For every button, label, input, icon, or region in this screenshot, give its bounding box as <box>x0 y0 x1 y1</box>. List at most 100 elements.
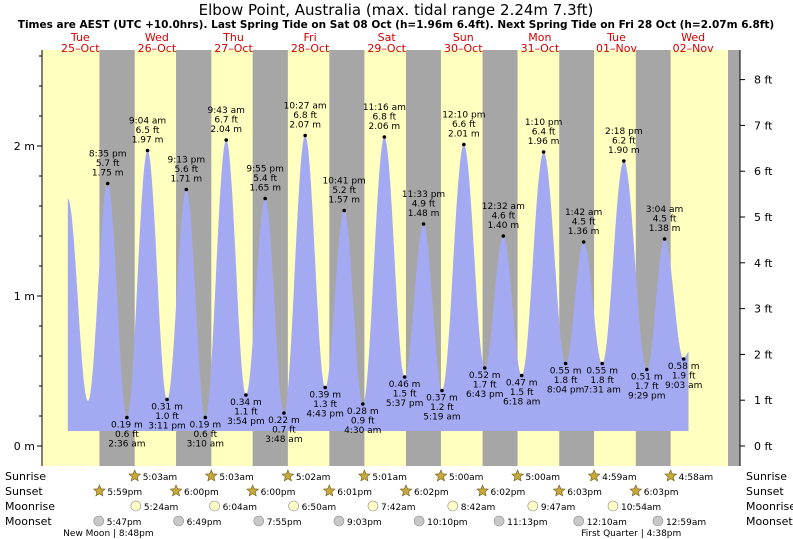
night-band-end <box>728 50 740 466</box>
moonset-icon <box>652 515 664 527</box>
tide-point <box>105 181 110 186</box>
sunrise-icon <box>204 469 218 482</box>
tide-label-text: 6.8 ft <box>293 111 317 121</box>
tide-point <box>541 150 546 154</box>
tide-label-text: 1:10 pm <box>525 118 563 128</box>
tide-label-text: 5.7 ft <box>96 159 120 169</box>
day-label-dow: Tue <box>606 31 626 44</box>
tide-label-text: 0.9 ft <box>351 417 375 427</box>
chart-title: Elbow Point, Australia (max. tidal range… <box>199 1 594 19</box>
tide-label-text: 5:37 pm <box>386 399 424 409</box>
sunset-time: 6:03pm <box>644 488 679 498</box>
sunset-time: 6:02pm <box>414 488 449 498</box>
sunrise-time: 5:02am <box>296 473 331 483</box>
tide-point <box>145 148 150 153</box>
tide-point <box>440 388 444 393</box>
tide-label-text: 1.8 ft <box>590 376 614 386</box>
tide-point <box>581 240 586 244</box>
y-tick-label-m: 2 m <box>14 140 35 153</box>
tide-label-text: 12:10 pm <box>442 111 485 121</box>
tide-label-text: 0.47 m <box>506 379 538 389</box>
sunset-icon <box>399 484 413 497</box>
day-labels: Tue25–OctWed26–OctThu27–OctFri28–OctSat2… <box>61 31 714 55</box>
day-label-date: 01–Nov <box>596 42 637 55</box>
day-label-dow: Fri <box>304 31 317 44</box>
moonrise-icon <box>130 500 142 512</box>
y-tick-label-ft: 6 ft <box>754 165 773 178</box>
tide-point <box>421 222 426 226</box>
moonset-icon <box>253 515 265 527</box>
tide-point <box>323 385 327 390</box>
tide-label-text: 1.96 m <box>528 137 560 147</box>
tide-label-text: 3:48 am <box>265 435 302 445</box>
row-label-moonset-left: Moonset <box>5 515 52 528</box>
tide-label-text: 4.6 ft <box>491 212 515 222</box>
tide-label-text: 1.5 ft <box>510 388 534 398</box>
tide-label-text: 6:43 pm <box>466 390 504 400</box>
moonset-icon <box>93 515 105 527</box>
tide-point <box>662 237 667 241</box>
moonrise-icon <box>527 500 539 512</box>
y-tick-label-ft: 0 ft <box>754 440 773 453</box>
row-label-moonset-right: Moonset <box>746 515 793 528</box>
tide-label-text: 9:03 am <box>665 381 702 391</box>
sunset-icon <box>246 484 260 497</box>
sunrise-time: 5:03am <box>219 473 254 483</box>
tide-point <box>303 133 307 138</box>
tide-label-text: 11:16 am <box>363 103 406 113</box>
day-label-date: 30–Oct <box>444 42 483 55</box>
tide-point <box>184 187 189 192</box>
sunrise-time: 5:00am <box>526 473 561 483</box>
tide-label-text: 4.9 ft <box>412 200 436 210</box>
sunrise-icon <box>511 469 525 482</box>
sunrise-time: 5:00am <box>449 473 484 483</box>
tide-label-text: 8:35 pm <box>89 150 127 160</box>
tide-label-text: 5.2 ft <box>332 186 356 196</box>
tide-label-text: 0.6 ft <box>193 430 217 440</box>
moonset-time: 5:47pm <box>107 518 142 528</box>
y-tick-label-ft: 5 ft <box>754 211 773 224</box>
sunrise-time: 5:01am <box>372 473 407 483</box>
tide-label-text: 11:33 pm <box>402 190 445 200</box>
y-tick-label-ft: 4 ft <box>754 257 773 270</box>
moonrise-time: 5:24am <box>144 503 179 513</box>
tide-point <box>563 361 568 366</box>
moonrise-time: 6:50am <box>302 503 337 513</box>
sunset-time: 6:00pm <box>184 488 219 498</box>
moon-phase-label: New Moon | 8:48pm <box>63 529 153 539</box>
tide-point <box>644 367 649 372</box>
day-label-date: 31–Oct <box>521 42 560 55</box>
tide-point <box>519 373 524 378</box>
row-label-moonrise-left: Moonrise <box>5 500 55 513</box>
tide-point <box>600 361 604 366</box>
tide-label-text: 0.31 m <box>151 403 183 413</box>
moonset-time: 9:03pm <box>347 518 382 528</box>
sunset-icon <box>552 484 566 497</box>
moonrise-time: 6:04am <box>223 503 258 513</box>
tide-label-text: 0.28 m <box>347 407 379 417</box>
tide-label-text: 8:04 pm <box>547 386 585 396</box>
sunrise-icon <box>587 469 601 482</box>
y-tick-label-ft: 2 ft <box>754 348 773 361</box>
tide-label-text: 1.1 ft <box>234 408 258 418</box>
day-label-date: 02–Nov <box>673 42 714 55</box>
day-label-dow: Mon <box>528 31 551 44</box>
tide-area-path <box>67 135 689 431</box>
tide-point <box>482 366 487 370</box>
tide-label-text: 1.7 ft <box>473 381 497 391</box>
tide-label-text: 6.2 ft <box>612 137 636 147</box>
tide-label-text: 9:04 am <box>129 117 166 127</box>
moonset-time: 11:13pm <box>507 518 547 528</box>
tide-label-text: 1.40 m <box>487 221 519 231</box>
tide-label-text: 0.58 m <box>668 362 700 372</box>
tide-label-text: 4:30 am <box>344 426 381 436</box>
tide-label-text: 3:04 am <box>646 205 683 215</box>
tide-label-text: 1.71 m <box>170 175 202 185</box>
tide-label-text: 0.7 ft <box>272 426 296 436</box>
tide-point <box>462 142 466 147</box>
tide-label-text: 0.55 m <box>586 367 618 377</box>
day-label-date: 29–Oct <box>367 42 406 55</box>
tide-label-text: 3:10 am <box>187 440 224 450</box>
moonrise-time: 8:42am <box>461 503 496 513</box>
